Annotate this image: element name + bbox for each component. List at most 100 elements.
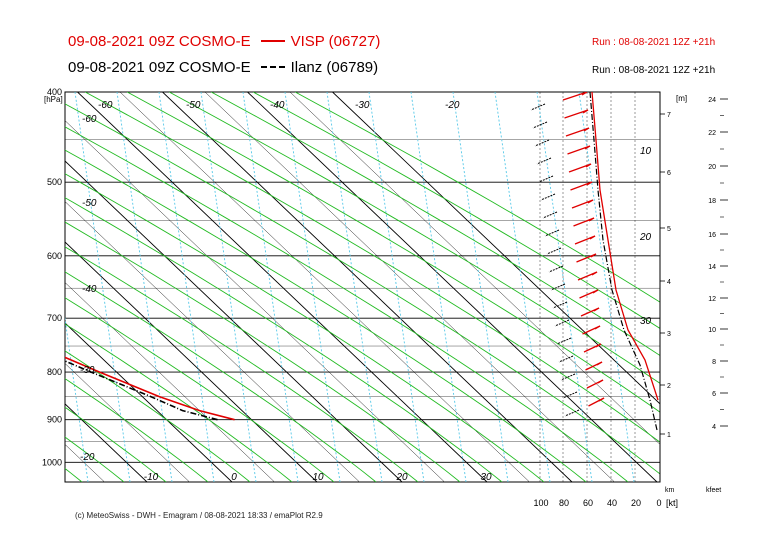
wind-barb-ilanz bbox=[556, 337, 572, 345]
wind-barb-visp-head bbox=[583, 127, 590, 132]
title-ilanz-run: 09-08-2021 09Z COSMO-E bbox=[68, 59, 251, 76]
isotherm-label: -40 bbox=[270, 100, 285, 111]
km-label: km bbox=[665, 487, 675, 494]
dry-adiabat-line bbox=[65, 103, 660, 475]
isotherm-line bbox=[65, 160, 403, 482]
isotherm-label: -20 bbox=[80, 452, 95, 463]
temperature-tick-label: 20 bbox=[395, 472, 408, 483]
height-tick-label: 1 bbox=[667, 432, 671, 439]
legend-visp-line bbox=[260, 39, 285, 42]
wind-barb-visp-head bbox=[590, 253, 597, 258]
legend-visp-label: VISP (06727) bbox=[290, 33, 381, 50]
isotherm-label: -60 bbox=[98, 100, 113, 111]
wind-speed-profile-ilanz bbox=[589, 92, 658, 431]
isotherm-line bbox=[0, 92, 20, 482]
wind-tick-label: 40 bbox=[607, 498, 617, 508]
wind-barb-visp bbox=[567, 145, 591, 155]
feet-tick-label: 24 bbox=[708, 97, 716, 104]
feet-tick-label: 6 bbox=[712, 391, 716, 398]
run-info-ilanz: Run : 08-08-2021 12Z +21h bbox=[592, 65, 716, 76]
isotherm-line bbox=[289, 92, 660, 445]
dry-adiabat-line bbox=[65, 271, 377, 482]
wind-barb-ilanz bbox=[546, 247, 562, 255]
wind-barb-visp bbox=[564, 109, 589, 119]
wind-tick-label: 60 bbox=[583, 498, 593, 508]
dry-adiabat-line bbox=[65, 406, 167, 482]
wind-barb-visp-head bbox=[592, 289, 599, 294]
dry-adiabat-line bbox=[84, 92, 660, 443]
wind-tick-label: 100 bbox=[533, 498, 548, 508]
pressure-tick-label: 800 bbox=[47, 367, 62, 377]
dry-adiabat-line bbox=[65, 246, 419, 482]
wind-barb-visp bbox=[570, 181, 593, 191]
wind-barb-ilanz bbox=[552, 301, 568, 309]
temperature-tick-label: 10 bbox=[312, 472, 324, 483]
pressure-tick-label: 500 bbox=[47, 177, 62, 187]
wind-tick-label: 20 bbox=[631, 498, 641, 508]
wind-barb-ilanz bbox=[534, 139, 550, 147]
sounding-temperature-line bbox=[65, 356, 235, 421]
wind-barb-ilanz bbox=[536, 157, 552, 165]
wind-barb-ilanz bbox=[538, 175, 554, 183]
isotherm-line bbox=[65, 201, 360, 482]
wind-barb-ilanz bbox=[548, 265, 564, 273]
wind-barb-visp-head bbox=[587, 199, 594, 204]
wind-barb-ilanz bbox=[544, 229, 560, 237]
pressure-tick-label: 600 bbox=[47, 251, 62, 261]
dry-adiabat-line bbox=[168, 92, 660, 384]
pressure-tick-label: 700 bbox=[47, 313, 62, 323]
wind-barb-ilanz bbox=[554, 319, 570, 327]
wind-barb-ilanz bbox=[542, 211, 558, 219]
height-axis-label: [m] bbox=[676, 94, 687, 103]
dry-adiabat-line bbox=[65, 221, 461, 482]
feet-tick-label: 4 bbox=[712, 424, 716, 431]
wind-barb-visp-head bbox=[585, 163, 592, 168]
dry-adiabat-line bbox=[0, 92, 40, 482]
feet-tick-label: 16 bbox=[708, 232, 716, 239]
temperature-tick-label: 0 bbox=[231, 472, 237, 483]
title-visp: 09-08-2021 09Z COSMO-E VISP (06727) bbox=[68, 33, 380, 50]
title-visp-run: 09-08-2021 09Z COSMO-E bbox=[68, 33, 251, 50]
height-tick-label: 2 bbox=[667, 383, 671, 390]
feet-tick-label: 12 bbox=[708, 296, 716, 303]
feet-tick-label: 8 bbox=[712, 359, 716, 366]
wind-barb-visp-head bbox=[591, 271, 598, 276]
legend-ilanz-label: Ilanz (06789) bbox=[290, 59, 379, 76]
wind-barb-visp-head bbox=[581, 92, 588, 96]
plot-area bbox=[0, 92, 660, 482]
dry-adiabat-line bbox=[65, 350, 251, 482]
wind-speed-profile-visp bbox=[591, 92, 659, 401]
wind-barb-ilanz bbox=[532, 121, 548, 129]
pressure-tick-label: 900 bbox=[47, 415, 62, 425]
dry-adiabat-line bbox=[65, 436, 125, 482]
theta-label: 20 bbox=[639, 232, 652, 243]
wind-barb-visp-head bbox=[593, 307, 600, 312]
theta-label: 30 bbox=[640, 316, 652, 327]
isotherm-line bbox=[77, 92, 488, 482]
height-tick-label: 6 bbox=[667, 170, 671, 177]
dry-adiabat-line bbox=[65, 149, 587, 482]
wind-barb-visp bbox=[571, 199, 594, 209]
footer-credit: (c) MeteoSwiss - DWH - Emagram / 08-08-2… bbox=[75, 511, 323, 520]
title-ilanz: 09-08-2021 09Z COSMO-E Ilanz (06789) bbox=[68, 59, 378, 76]
isotherm-label: -30 bbox=[80, 365, 95, 376]
wind-barb-visp-head bbox=[588, 217, 595, 222]
height-tick-label: 4 bbox=[667, 279, 671, 286]
isotherm-line bbox=[162, 92, 573, 482]
isotherm-line bbox=[65, 241, 318, 482]
isotherm-line bbox=[65, 120, 445, 482]
dry-adiabat-line bbox=[210, 92, 660, 357]
feet-tick-label: 20 bbox=[708, 164, 716, 171]
height-tick-label: 5 bbox=[667, 226, 671, 233]
wind-barb-visp-head bbox=[586, 181, 593, 186]
dry-adiabat-line bbox=[65, 126, 629, 482]
wind-tick-label: 0 bbox=[656, 498, 661, 508]
isotherm-line bbox=[247, 92, 658, 482]
isotherm-label: -30 bbox=[355, 100, 370, 111]
isotherm-label: -60 bbox=[82, 114, 97, 125]
isotherm-label: -20 bbox=[445, 100, 460, 111]
dry-adiabat-line bbox=[65, 323, 293, 482]
run-info-visp: Run : 08-08-2021 12Z +21h bbox=[592, 37, 716, 48]
wind-barb-visp-head bbox=[582, 109, 589, 114]
dry-adiabat-line bbox=[294, 92, 660, 303]
